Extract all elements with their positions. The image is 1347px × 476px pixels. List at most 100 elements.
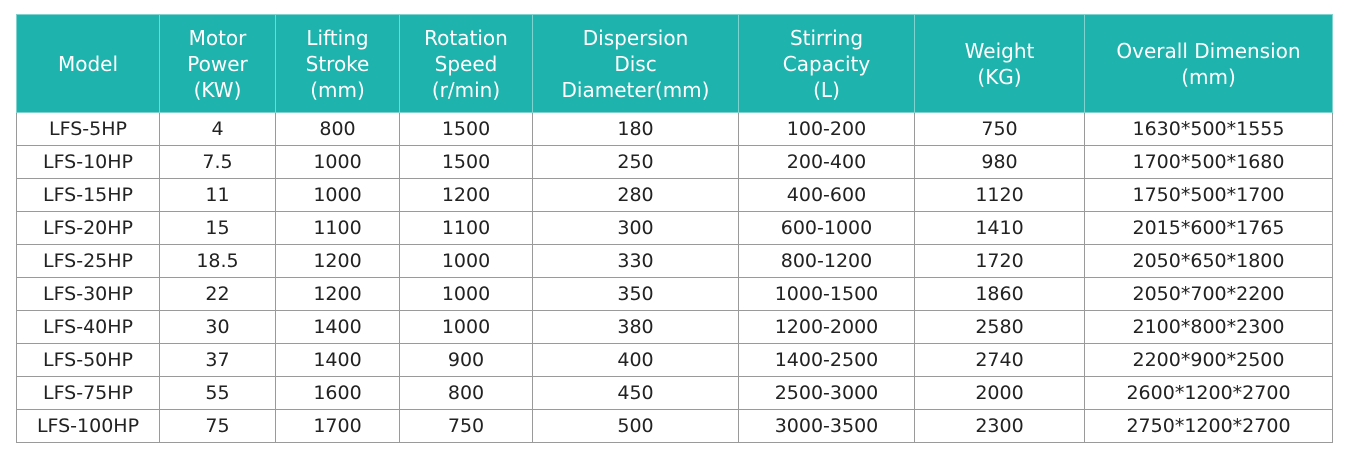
cell-stirring-capacity: 1200-2000 — [738, 310, 915, 344]
cell-overall-dimension: 2750*1200*2700 — [1084, 409, 1333, 443]
cell-weight: 1720 — [914, 244, 1085, 278]
cell-motor-power: 55 — [159, 376, 276, 410]
cell-motor-power: 30 — [159, 310, 276, 344]
cell-rotation-speed: 1500 — [399, 112, 533, 146]
cell-dispersion-disc-diameter: 280 — [532, 178, 739, 212]
cell-overall-dimension: 2100*800*2300 — [1084, 310, 1333, 344]
table-row: LFS-30HP 22 1200 1000 350 1000-1500 1860 2050*7… — [16, 277, 1333, 311]
cell-motor-power: 18.5 — [159, 244, 276, 278]
cell-motor-power: 4 — [159, 112, 276, 146]
cell-motor-power: 75 — [159, 409, 276, 443]
cell-lifting-stroke: 800 — [275, 112, 400, 146]
cell-stirring-capacity: 200-400 — [738, 145, 915, 179]
cell-rotation-speed: 1000 — [399, 310, 533, 344]
cell-lifting-stroke: 1400 — [275, 310, 400, 344]
header-stirring-capacity: Stirring Capacity (L) — [738, 14, 915, 113]
cell-motor-power: 22 — [159, 277, 276, 311]
spec-table: Model Motor Power (KW) Lifting Stroke (m… — [16, 14, 1333, 443]
cell-dispersion-disc-diameter: 450 — [532, 376, 739, 410]
cell-dispersion-disc-diameter: 180 — [532, 112, 739, 146]
cell-motor-power: 7.5 — [159, 145, 276, 179]
cell-stirring-capacity: 100-200 — [738, 112, 915, 146]
cell-overall-dimension: 1700*500*1680 — [1084, 145, 1333, 179]
cell-lifting-stroke: 1600 — [275, 376, 400, 410]
cell-rotation-speed: 1200 — [399, 178, 533, 212]
cell-overall-dimension: 2200*900*2500 — [1084, 343, 1333, 377]
cell-rotation-speed: 1000 — [399, 277, 533, 311]
header-rotation-speed: Rotation Speed (r/min) — [399, 14, 533, 113]
cell-overall-dimension: 1750*500*1700 — [1084, 178, 1333, 212]
cell-weight: 750 — [914, 112, 1085, 146]
cell-overall-dimension: 2050*700*2200 — [1084, 277, 1333, 311]
cell-stirring-capacity: 800-1200 — [738, 244, 915, 278]
cell-rotation-speed: 1100 — [399, 211, 533, 245]
cell-weight: 2740 — [914, 343, 1085, 377]
cell-overall-dimension: 2050*650*1800 — [1084, 244, 1333, 278]
cell-model: LFS-10HP — [16, 145, 160, 179]
cell-lifting-stroke: 1100 — [275, 211, 400, 245]
cell-model: LFS-25HP — [16, 244, 160, 278]
cell-weight: 1410 — [914, 211, 1085, 245]
cell-lifting-stroke: 1000 — [275, 178, 400, 212]
table-row: LFS-100HP 75 1700 750 500 3000-3500 2300 2750*1… — [16, 409, 1333, 443]
cell-stirring-capacity: 400-600 — [738, 178, 915, 212]
cell-weight: 1120 — [914, 178, 1085, 212]
header-row: Model Motor Power (KW) Lifting Stroke (m… — [16, 14, 1333, 113]
cell-stirring-capacity: 1400-2500 — [738, 343, 915, 377]
table-row: LFS-50HP 37 1400 900 400 1400-2500 2740 2200*90… — [16, 343, 1333, 377]
cell-rotation-speed: 900 — [399, 343, 533, 377]
cell-dispersion-disc-diameter: 250 — [532, 145, 739, 179]
cell-lifting-stroke: 1400 — [275, 343, 400, 377]
cell-lifting-stroke: 1200 — [275, 244, 400, 278]
cell-rotation-speed: 1500 — [399, 145, 533, 179]
cell-model: LFS-40HP — [16, 310, 160, 344]
cell-dispersion-disc-diameter: 500 — [532, 409, 739, 443]
cell-stirring-capacity: 1000-1500 — [738, 277, 915, 311]
header-overall-dimension: Overall Dimension (mm) — [1084, 14, 1333, 113]
table-row: LFS-25HP 18.5 1200 1000 330 800-1200 1720 2050*… — [16, 244, 1333, 278]
cell-model: LFS-75HP — [16, 376, 160, 410]
cell-weight: 1860 — [914, 277, 1085, 311]
header-lifting-stroke: Lifting Stroke (mm) — [275, 14, 400, 113]
table-row: LFS-5HP 4 800 1500 180 100-200 750 1630*500*155… — [16, 112, 1333, 146]
cell-overall-dimension: 2015*600*1765 — [1084, 211, 1333, 245]
cell-model: LFS-15HP — [16, 178, 160, 212]
cell-lifting-stroke: 1700 — [275, 409, 400, 443]
header-model: Model — [16, 14, 160, 113]
cell-overall-dimension: 2600*1200*2700 — [1084, 376, 1333, 410]
table-row: LFS-15HP 11 1000 1200 280 400-600 1120 1750*500… — [16, 178, 1333, 212]
cell-stirring-capacity: 600-1000 — [738, 211, 915, 245]
cell-rotation-speed: 1000 — [399, 244, 533, 278]
header-motor-power: Motor Power (KW) — [159, 14, 276, 113]
cell-stirring-capacity: 2500-3000 — [738, 376, 915, 410]
table-row: LFS-10HP 7.5 1000 1500 250 200-400 980 1700*500… — [16, 145, 1333, 179]
table-header: Model Motor Power (KW) Lifting Stroke (m… — [16, 14, 1333, 113]
cell-motor-power: 37 — [159, 343, 276, 377]
cell-weight: 2580 — [914, 310, 1085, 344]
table-body: LFS-5HP 4 800 1500 180 100-200 750 1630*500*155… — [16, 112, 1333, 443]
cell-model: LFS-50HP — [16, 343, 160, 377]
cell-dispersion-disc-diameter: 350 — [532, 277, 739, 311]
table-row: LFS-75HP 55 1600 800 450 2500-3000 2000 2600*12… — [16, 376, 1333, 410]
cell-overall-dimension: 1630*500*1555 — [1084, 112, 1333, 146]
cell-dispersion-disc-diameter: 330 — [532, 244, 739, 278]
cell-dispersion-disc-diameter: 400 — [532, 343, 739, 377]
cell-dispersion-disc-diameter: 300 — [532, 211, 739, 245]
cell-stirring-capacity: 3000-3500 — [738, 409, 915, 443]
cell-model: LFS-5HP — [16, 112, 160, 146]
cell-weight: 2300 — [914, 409, 1085, 443]
cell-dispersion-disc-diameter: 380 — [532, 310, 739, 344]
cell-lifting-stroke: 1000 — [275, 145, 400, 179]
cell-model: LFS-20HP — [16, 211, 160, 245]
cell-lifting-stroke: 1200 — [275, 277, 400, 311]
cell-motor-power: 15 — [159, 211, 276, 245]
cell-weight: 2000 — [914, 376, 1085, 410]
cell-model: LFS-100HP — [16, 409, 160, 443]
header-dispersion-disc-diameter: Dispersion Disc Diameter(mm) — [532, 14, 739, 113]
cell-model: LFS-30HP — [16, 277, 160, 311]
header-weight: Weight (KG) — [914, 14, 1085, 113]
table-row: LFS-40HP 30 1400 1000 380 1200-2000 2580 2100*8… — [16, 310, 1333, 344]
cell-weight: 980 — [914, 145, 1085, 179]
cell-rotation-speed: 750 — [399, 409, 533, 443]
cell-rotation-speed: 800 — [399, 376, 533, 410]
